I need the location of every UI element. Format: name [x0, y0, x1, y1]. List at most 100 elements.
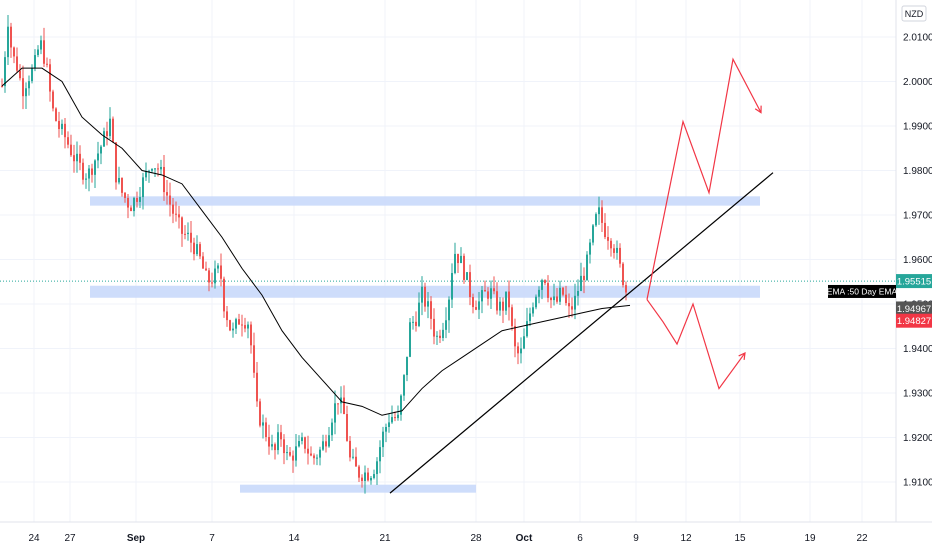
candles — [1, 14, 627, 494]
currency-badge[interactable]: NZD — [901, 5, 927, 22]
candle-body — [418, 302, 420, 326]
time-axis[interactable]: 24 27 Sep 7 14 21 28 Oct 6 9 12 15 19 22 — [0, 521, 932, 544]
bullish-projection-head — [754, 105, 762, 114]
ema-50-line — [1, 67, 631, 416]
y-tick-label: 1.98000 — [903, 166, 932, 177]
candle-body — [277, 432, 279, 451]
candle-body — [184, 233, 186, 235]
candle-body — [97, 153, 99, 161]
candle-body — [358, 466, 360, 478]
candle-body — [595, 214, 597, 226]
candle-body — [133, 197, 135, 212]
candle-body — [226, 311, 228, 321]
candle-body — [442, 329, 444, 338]
candle-body — [385, 426, 387, 432]
bearish-projection — [646, 299, 746, 390]
candle-body — [562, 287, 564, 295]
candle-body — [505, 291, 507, 311]
candle-body — [379, 447, 381, 462]
candle-body — [559, 287, 561, 302]
candle-body — [121, 177, 123, 193]
candle-body — [436, 335, 438, 337]
candle-body — [190, 232, 192, 243]
y-tick-label: 1.91000 — [903, 478, 932, 489]
candle-body — [592, 225, 594, 243]
candle-body — [244, 325, 246, 329]
candle-body — [4, 57, 6, 87]
candle-body — [325, 441, 327, 447]
candle-body — [586, 254, 588, 281]
bid-price-tag: 1.94827 — [896, 313, 932, 328]
candle-body — [235, 319, 237, 329]
candle-body — [499, 301, 501, 311]
candle-body — [163, 166, 165, 193]
price-zone — [90, 196, 760, 206]
candle-body — [298, 441, 300, 447]
candle-body — [160, 166, 162, 170]
candle-body — [211, 282, 213, 284]
candle-body — [364, 472, 366, 481]
ema-price-tag: 1.94967 — [896, 301, 932, 316]
candle-body — [445, 320, 447, 330]
candle-body — [373, 474, 375, 478]
candle-body — [148, 170, 150, 172]
candle-body — [172, 204, 174, 214]
candle-body — [187, 232, 189, 235]
candle-body — [214, 268, 216, 284]
candle-body — [85, 178, 87, 180]
candle-body — [448, 299, 450, 321]
candle-body — [178, 214, 180, 218]
candle-body — [46, 63, 48, 65]
candle-body — [604, 222, 606, 238]
candle-body — [7, 26, 9, 58]
candle-body — [37, 49, 39, 56]
candle-body — [169, 195, 171, 205]
candle-body — [481, 290, 483, 302]
candle-body — [565, 294, 567, 304]
candle-body — [541, 280, 543, 290]
candle-body — [16, 56, 18, 71]
candle-body — [19, 70, 21, 79]
price-axis[interactable]: 2.01000 2.00000 1.99000 1.98000 1.97000 1.960… — [895, 0, 932, 522]
candle-body — [280, 432, 282, 440]
candle-body — [286, 452, 288, 454]
candle-body — [265, 422, 267, 438]
candle-body — [388, 422, 390, 427]
candle-body — [550, 297, 552, 301]
candle-body — [202, 256, 204, 269]
candle-body — [55, 108, 57, 121]
candle-body — [466, 272, 468, 280]
candle-body — [52, 91, 54, 109]
candle-body — [274, 444, 276, 451]
y-tick-label: 2.01000 — [903, 33, 932, 44]
candle-body — [520, 348, 522, 354]
candle-body — [601, 207, 603, 223]
candle-body — [409, 322, 411, 357]
candle-body — [259, 401, 261, 426]
candle-body — [115, 142, 117, 183]
candle-body — [397, 414, 399, 419]
x-tick-label: 7 — [209, 533, 215, 544]
candle-body — [220, 265, 222, 279]
candle-body — [124, 192, 126, 198]
candle-body — [616, 247, 618, 253]
candle-body — [31, 68, 33, 82]
candle-body — [310, 453, 312, 456]
candle-body — [223, 278, 225, 312]
price-zone — [240, 484, 476, 493]
candle-body — [472, 296, 474, 308]
candle-body — [49, 64, 51, 92]
candle-body — [544, 280, 546, 284]
trendline — [389, 172, 774, 494]
candle-body — [493, 288, 495, 292]
candle-body — [241, 324, 243, 326]
candle-body — [619, 247, 621, 264]
candle-body — [283, 439, 285, 454]
candle-body — [22, 78, 24, 97]
y-tick-label: 1.96000 — [903, 255, 932, 266]
candle-body — [193, 242, 195, 255]
candle-body — [334, 403, 336, 423]
candle-body — [73, 155, 75, 162]
candle-body — [346, 414, 348, 441]
